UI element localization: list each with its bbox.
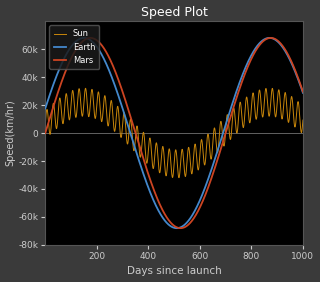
Earth — [268, 36, 271, 39]
Mars — [196, 210, 200, 213]
Earth — [235, 90, 238, 93]
Mars — [207, 183, 211, 187]
Earth — [248, 56, 252, 59]
Mars — [301, 90, 305, 93]
Mars — [235, 97, 238, 100]
Mars — [179, 226, 182, 230]
Sun — [235, 130, 238, 133]
Mars — [137, 142, 140, 145]
Mars — [43, 131, 47, 135]
Sun — [137, 139, 140, 142]
Sun — [177, 176, 181, 179]
Sun — [56, 111, 60, 114]
Mars — [248, 60, 252, 63]
Mars — [56, 90, 60, 93]
Sun — [207, 139, 211, 142]
Mars — [269, 36, 273, 39]
Line: Mars: Mars — [45, 38, 303, 228]
Line: Earth: Earth — [45, 38, 303, 228]
Sun — [301, 118, 305, 122]
Earth — [301, 91, 305, 94]
Earth — [175, 226, 179, 230]
Title: Speed Plot: Speed Plot — [141, 6, 208, 19]
Legend: Sun, Earth, Mars: Sun, Earth, Mars — [50, 25, 100, 69]
Earth — [137, 158, 140, 161]
Earth — [207, 175, 211, 178]
X-axis label: Days since launch: Days since launch — [127, 266, 221, 276]
Earth — [196, 203, 200, 207]
Y-axis label: Speed(km/hr): Speed(km/hr) — [5, 100, 16, 166]
Earth — [56, 70, 60, 73]
Sun — [248, 120, 252, 124]
Line: Sun: Sun — [45, 88, 303, 178]
Sun — [43, 123, 47, 127]
Sun — [196, 167, 200, 171]
Sun — [84, 87, 87, 90]
Earth — [43, 107, 47, 110]
